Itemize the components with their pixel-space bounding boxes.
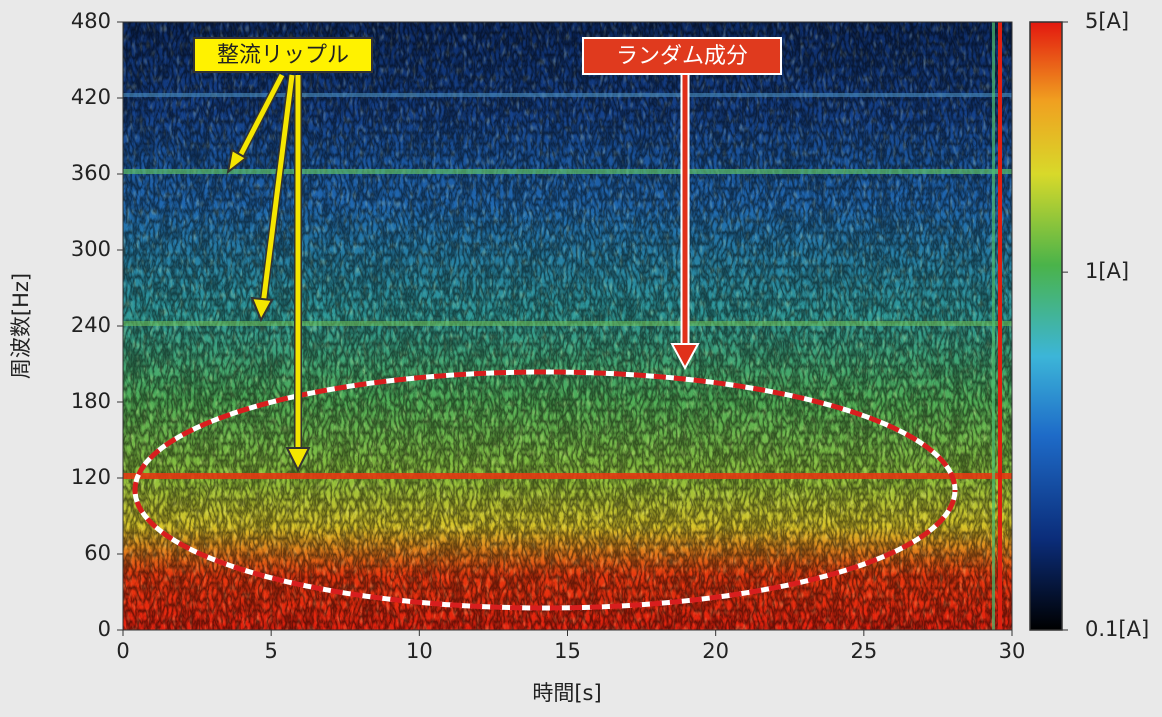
- chart: 整流リップル ランダム成分 時間[s] 周波数[Hz] 0 5 10 15 20 25 30…: [0, 0, 1162, 713]
- annotation: ランダム成分: [616, 44, 748, 69]
- y-tick-label: 480: [71, 9, 111, 33]
- y-tick-label: 0: [98, 617, 111, 641]
- x-tick-label: 10: [406, 639, 433, 663]
- y-tick-label: 120: [71, 465, 111, 489]
- x-tick-label: 5: [264, 639, 277, 663]
- colorbar-tick-label: 5[A]: [1085, 9, 1129, 33]
- colorbar-tick-label: 1[A]: [1085, 259, 1129, 283]
- colorbar-tick-label: 0.1[A]: [1085, 617, 1149, 641]
- x-axis-label: 時間[s]: [532, 681, 601, 705]
- annotation: 整流リップル: [217, 43, 349, 68]
- page: {"chart_data":{"type":"heatmap","x_label…: [0, 0, 1162, 713]
- y-tick-label: 360: [71, 161, 111, 185]
- x-tick-label: 15: [554, 639, 581, 663]
- x-tick-label: 0: [116, 639, 129, 663]
- x-tick-label: 25: [850, 639, 877, 663]
- y-tick-label: 240: [71, 313, 111, 337]
- x-tick-label: 20: [702, 639, 729, 663]
- y-tick-label: 420: [71, 85, 111, 109]
- y-tick-label: 300: [71, 237, 111, 261]
- x-tick-label: 30: [999, 639, 1026, 663]
- y-tick-label: 60: [84, 541, 111, 565]
- spectrogram: [123, 22, 1012, 630]
- y-axis-label: 周波数[Hz]: [9, 273, 33, 379]
- y-tick-label: 180: [71, 389, 111, 413]
- colorbar: [1030, 22, 1062, 630]
